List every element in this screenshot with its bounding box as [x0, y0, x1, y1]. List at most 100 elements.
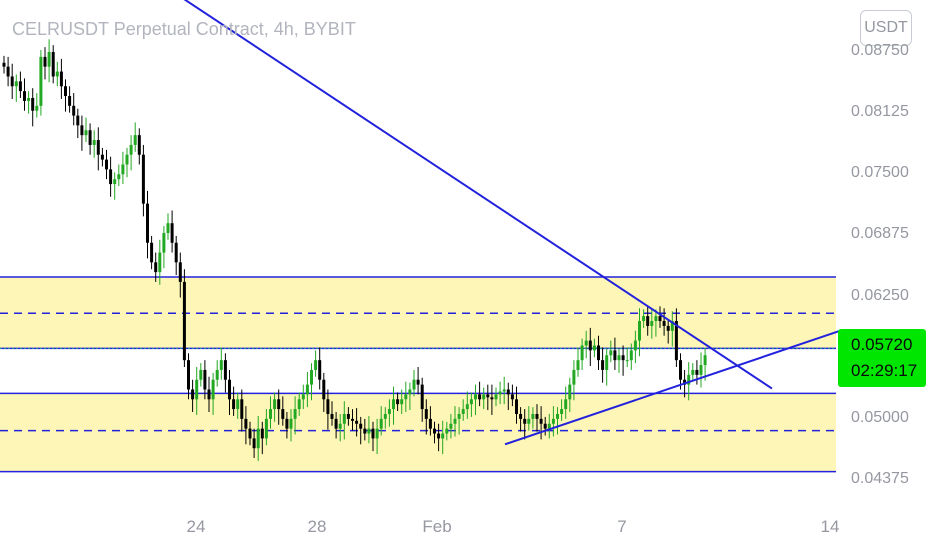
levels-layer: [0, 312, 836, 432]
candle-body: [330, 413, 334, 419]
candle-body: [441, 433, 445, 439]
candle-body: [703, 355, 707, 366]
candle-body: [621, 355, 625, 361]
candle-body: [404, 394, 408, 400]
candle-body: [146, 203, 149, 243]
ascending-trendline: [504, 329, 841, 446]
candle-body: [502, 389, 506, 392]
candle-body: [301, 394, 305, 400]
candle-body: [260, 428, 264, 439]
candles-layer: [2, 39, 707, 461]
candle-body: [453, 418, 457, 424]
candle-body: [666, 325, 670, 331]
candle-body: [47, 52, 51, 67]
candle-body: [605, 355, 609, 370]
candle-body: [264, 418, 268, 439]
candle-body: [420, 384, 424, 410]
candle-body: [510, 394, 514, 400]
candle-body: [334, 418, 338, 429]
x-tick-label: 14: [820, 517, 840, 536]
candle-body: [494, 394, 498, 400]
candle-body: [27, 97, 31, 101]
candle-body: [293, 409, 297, 419]
candle-body: [486, 394, 490, 398]
candle-body: [613, 350, 617, 361]
candle-body: [289, 418, 293, 429]
candle-body: [273, 399, 277, 410]
candle-body: [121, 164, 125, 175]
candle-body: [650, 321, 654, 326]
zone-fill-2: [0, 393, 836, 472]
candle-body: [318, 360, 322, 380]
candle-body: [137, 135, 141, 155]
candle-body: [158, 252, 162, 273]
candle-body: [519, 413, 523, 419]
currency-button[interactable]: USDT: [860, 10, 912, 46]
candle-body: [223, 360, 227, 380]
candle-body: [400, 399, 404, 405]
candle-body: [68, 96, 72, 106]
candle-body: [658, 316, 662, 322]
candle-body: [178, 262, 182, 282]
chart-title: CELRUSDT Perpetual Contract, 4h, BYBIT: [12, 19, 356, 39]
candle-body: [638, 321, 641, 341]
candle-body: [199, 369, 203, 380]
candle-body: [346, 413, 350, 419]
candle-body: [449, 423, 453, 429]
candle-body: [141, 154, 145, 204]
candle-body: [568, 384, 572, 400]
candle-body: [232, 399, 236, 410]
candle-body: [109, 169, 113, 185]
candle-body: [6, 66, 10, 77]
candle-body: [326, 399, 330, 414]
candle-body: [105, 159, 108, 170]
candle-body: [96, 140, 100, 155]
candle-body: [654, 316, 658, 322]
candle-body: [191, 389, 195, 400]
candle-body: [55, 71, 59, 77]
candle-body: [338, 423, 342, 429]
candle-body: [228, 379, 231, 400]
candle-body: [428, 418, 432, 429]
candle-body: [539, 418, 543, 424]
candle-body: [125, 154, 129, 165]
bar-countdown: 02:29:17: [851, 361, 918, 380]
candle-body: [490, 397, 494, 400]
candle-body: [584, 340, 588, 346]
candle-body: [396, 399, 400, 405]
candle-body: [683, 379, 687, 385]
candle-body: [154, 262, 158, 273]
candle-body: [642, 316, 646, 322]
candle-body: [617, 355, 621, 361]
candle-body: [379, 418, 383, 429]
candle-body: [375, 428, 379, 439]
candle-body: [129, 144, 133, 155]
candle-body: [633, 340, 637, 351]
candle-body: [367, 428, 371, 434]
candle-body: [478, 394, 482, 400]
x-tick-label: Feb: [422, 517, 452, 536]
candle-body: [576, 360, 580, 370]
candle-body: [392, 399, 395, 410]
candle-body: [351, 418, 354, 421]
candle-body: [363, 428, 367, 434]
zones-layer: [0, 276, 836, 473]
candle-body: [383, 413, 387, 419]
candle-body: [187, 360, 190, 390]
candle-body: [535, 413, 539, 419]
candle-body: [211, 379, 215, 400]
y-tick-label: 0.04375: [851, 470, 909, 487]
candle-body: [207, 389, 211, 400]
candle-body: [100, 154, 104, 160]
candle-body: [498, 391, 502, 395]
candle-body: [465, 404, 469, 410]
candle-body: [240, 399, 244, 419]
candle-body: [474, 394, 477, 400]
candle-body: [527, 418, 531, 424]
candle-body: [219, 360, 223, 370]
current-price-tag: 0.05720 02:29:17: [838, 329, 926, 387]
candle-body: [248, 428, 252, 439]
candle-body: [551, 418, 555, 424]
x-tick-label: 24: [186, 517, 206, 536]
